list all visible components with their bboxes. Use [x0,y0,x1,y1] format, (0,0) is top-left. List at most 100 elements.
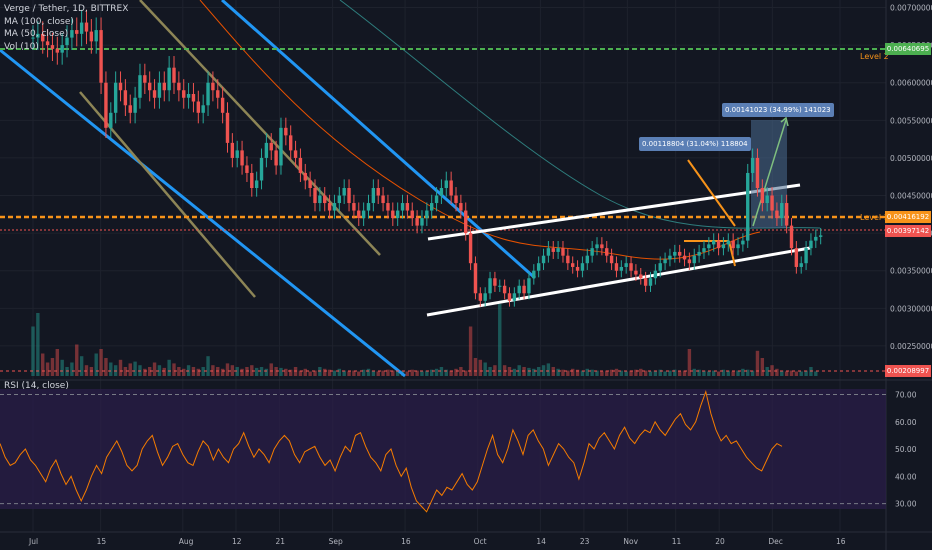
rsi-line [0,389,783,513]
candle-body [731,240,735,249]
volume-bar [590,369,594,376]
time-tick-label: 20 [715,537,725,546]
candle-body [376,188,380,196]
volume-bar [79,356,84,376]
candle-body [507,293,512,301]
volume-bar [648,371,653,376]
volume-bar [94,353,98,376]
volume-bar [692,368,696,376]
volume-bar [123,367,128,376]
candle-body [342,188,346,196]
volume-bar [152,362,157,376]
candle-body [799,263,803,267]
candle-body [619,266,624,271]
volume-bar [556,368,560,376]
candle-body [736,244,740,249]
candle-body [692,255,696,264]
volume-bar [99,349,103,376]
candle-body [512,293,517,301]
ma50-legend[interactable]: MA (50, close) [4,29,69,39]
volume-legend[interactable]: Vol (10) [4,41,39,52]
volume-bar [663,371,667,376]
volume-bar [498,304,502,376]
measure-annotation-2[interactable]: 0.00141023 (34.99%) 141023 [722,103,834,117]
time-tick-label: Oct [474,537,487,546]
level1-label: Level 1 [860,213,889,222]
volume-bar [784,371,789,376]
candle-body [429,203,434,211]
level1-price-label: 0.00416192 [885,211,931,223]
volume-bar [36,313,40,376]
candle-body [643,278,648,286]
volume-bar [303,368,307,376]
volume-bar [712,370,716,376]
time-tick-label: 16 [836,537,846,546]
candle-body [41,33,45,42]
volume-bar [177,367,181,376]
time-tick-label: Jul [28,537,38,546]
candle-body [551,248,555,252]
price-tick-label: 0.00600000 [890,79,932,88]
price-tick-label: 0.00350000 [890,267,932,276]
volume-bar [804,370,808,376]
candle-body [269,142,273,151]
candle-body [566,255,570,264]
volume-bar [313,370,317,376]
candle-body [454,195,458,204]
candle-body [206,82,210,106]
volume-bar [794,371,799,376]
volume-bar [405,371,410,376]
volume-bar [507,367,512,376]
candle-body [303,172,307,181]
level2-label: Level 2 [860,52,889,61]
candle-body [575,266,580,271]
candle-body [682,255,687,260]
volume-bar [230,365,235,376]
candle-body [750,157,755,173]
time-tick-label: 12 [232,537,242,546]
time-tick-label: 14 [536,537,546,546]
candle-body [527,278,531,294]
volume-bar [682,370,687,376]
candle-body [517,285,521,294]
candle-body [444,180,448,188]
volume-bar [687,349,692,376]
volume-bar [70,362,74,376]
volume-bar [240,368,244,376]
volume-bar [570,368,575,376]
candle-body [697,251,701,256]
volume-bar [721,369,726,376]
candle-body [818,235,823,237]
candle-body [400,203,405,211]
candle-body [716,240,721,249]
candle-body [235,150,239,158]
candle-body [60,45,64,53]
candle-body [279,127,283,166]
candle-body [668,255,672,260]
candle-body [624,263,628,267]
ma100-legend[interactable]: MA (100, close) [4,16,74,27]
volume-bar [167,359,171,376]
volume-bar [677,371,682,376]
trendline-blue-upper [221,0,536,280]
candle-body [274,150,278,166]
volume-bar [673,369,677,376]
measure-annotation-1[interactable]: 0.00118804 (31.04%) 118804 [639,137,751,151]
candle-body [186,94,191,98]
candle-body [434,195,439,204]
volume-bar [643,370,648,376]
candle-body [50,45,55,49]
volume-bar [668,370,672,376]
volume-bar [468,326,473,376]
candle-body [425,210,429,219]
volume-bar [55,349,60,376]
rsi-legend[interactable]: RSI (14, close) [4,381,69,391]
candle-body [522,285,526,294]
candle-body [770,195,774,211]
candle-body [288,135,293,151]
candle-body [31,37,35,39]
symbol-title[interactable]: Verge / Tether, 1D, BITTREX [4,4,129,14]
candle-body [663,259,667,264]
volume-bar [347,371,351,376]
